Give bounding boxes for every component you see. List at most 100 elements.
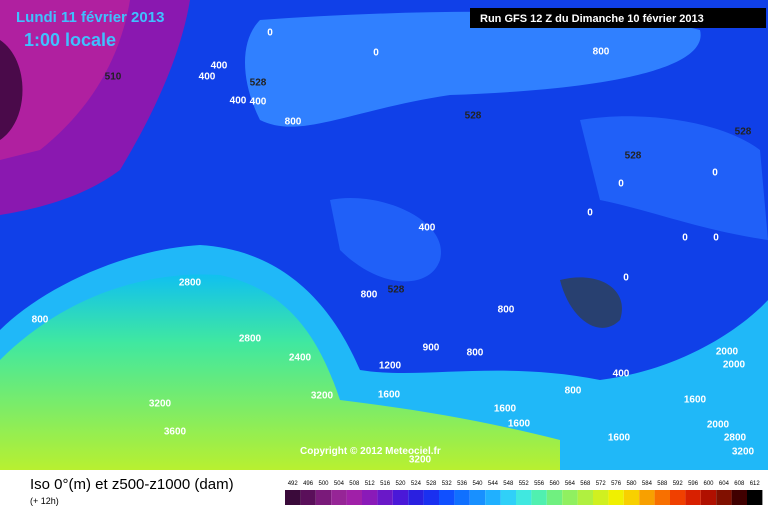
scale-label: 564	[565, 481, 576, 487]
zone-warm	[0, 274, 560, 470]
contour-label: 528	[465, 111, 482, 122]
contour-label: 3200	[409, 455, 432, 466]
scale-swatch	[408, 490, 424, 505]
scale-swatch	[700, 490, 717, 505]
scale-swatch	[469, 490, 486, 505]
scale-label: 492	[288, 481, 299, 487]
contour-label: 2000	[723, 360, 746, 371]
scale-swatch	[362, 490, 378, 505]
contour-label: 800	[285, 117, 302, 128]
contour-label: 2400	[289, 353, 312, 364]
scale-label: 556	[534, 481, 545, 487]
contour-label: 800	[565, 386, 582, 397]
scale-swatch	[716, 490, 732, 505]
scale-swatch	[500, 490, 516, 505]
contour-label: 400	[230, 96, 247, 107]
scale-label: 508	[349, 481, 360, 487]
scale-swatch	[654, 490, 670, 505]
low-core	[0, 0, 130, 160]
contour-label: 0	[587, 208, 593, 219]
contour-label: 800	[361, 290, 378, 301]
cold-pocket	[560, 277, 622, 328]
contour-label: 800	[467, 348, 484, 359]
contour-label: 0	[623, 273, 629, 284]
scale-label: 516	[380, 481, 391, 487]
scale-label: 528	[426, 481, 437, 487]
contour-label: 0	[373, 48, 379, 59]
ridge-north	[245, 11, 701, 127]
contour-label: 0	[713, 233, 719, 244]
contour-label: 400	[250, 97, 267, 108]
contour-label: 2000	[716, 347, 739, 358]
contour-label: 1600	[684, 395, 707, 406]
scale-label: 496	[303, 481, 314, 487]
scale-label: 572	[596, 481, 607, 487]
scale-swatch	[454, 490, 470, 505]
contour-label: 528	[388, 285, 405, 296]
scale-label: 604	[719, 481, 730, 487]
scale-swatch	[285, 490, 301, 505]
scale-swatch	[623, 490, 640, 505]
scale-label: 532	[442, 481, 453, 487]
scale-label: 584	[642, 481, 653, 487]
scale-swatch	[593, 490, 609, 505]
cell-east	[580, 116, 768, 240]
contour-label: 3200	[732, 447, 755, 458]
scale-label: 600	[703, 481, 714, 487]
contour-label: 1600	[378, 390, 401, 401]
contour-label: 528	[250, 78, 267, 89]
scale-swatch	[577, 490, 593, 505]
scale-swatch	[423, 490, 439, 505]
contour-label: 800	[32, 315, 49, 326]
scale-swatch	[516, 490, 532, 505]
contour-label: 1600	[608, 433, 631, 444]
contour-label: 3600	[164, 427, 187, 438]
scale-swatch	[562, 490, 578, 505]
scale-swatch	[485, 490, 501, 505]
scale-swatch	[531, 490, 547, 505]
low-center	[0, 40, 23, 140]
date: Lundi 11 février 2013	[16, 9, 164, 26]
scale-label: 504	[334, 481, 345, 487]
scale-label: 592	[673, 481, 684, 487]
contour-label: 800	[498, 305, 515, 316]
footer-lead: (+ 12h)	[30, 496, 59, 506]
scale-swatch	[670, 490, 686, 505]
contour-label: 0	[712, 168, 718, 179]
contour-label: 400	[419, 223, 436, 234]
contour-label: 900	[423, 343, 440, 354]
scale-swatch	[300, 490, 316, 505]
time: 1:00 locale	[24, 30, 116, 50]
scale-label: 548	[503, 481, 514, 487]
scale-swatch	[392, 490, 409, 505]
run: Run GFS 12 Z du Dimanche 10 février 2013	[480, 13, 704, 25]
contour-label: 528	[735, 127, 752, 138]
scale-label: 520	[395, 481, 406, 487]
contour-label: 3200	[149, 399, 172, 410]
footer-title: Iso 0°(m) et z500-z1000 (dam)	[30, 476, 234, 493]
run-box	[470, 8, 766, 28]
contour-label: 400	[211, 61, 228, 72]
contour-label: 2000	[707, 420, 730, 431]
scale-label: 512	[365, 481, 376, 487]
scale-label: 612	[750, 481, 761, 487]
contour-label: 528	[625, 151, 642, 162]
contour-label: 510	[105, 72, 122, 83]
scale-label: 540	[472, 481, 483, 487]
contour-label: 1200	[379, 361, 402, 372]
scale-label: 576	[611, 481, 622, 487]
scale-swatch	[685, 490, 701, 505]
contour-label: 0	[682, 233, 688, 244]
scale-label: 544	[488, 481, 499, 487]
scale-label: 568	[580, 481, 591, 487]
contour-label: 400	[613, 369, 630, 380]
contour-label: 400	[199, 72, 216, 83]
scale-label: 552	[519, 481, 530, 487]
contour-label: 800	[593, 47, 610, 58]
contour-label: 1600	[494, 404, 517, 415]
contour-label: 2800	[724, 433, 747, 444]
scale-label: 536	[457, 481, 468, 487]
scale-label: 588	[657, 481, 668, 487]
scale-label: 560	[549, 481, 560, 487]
